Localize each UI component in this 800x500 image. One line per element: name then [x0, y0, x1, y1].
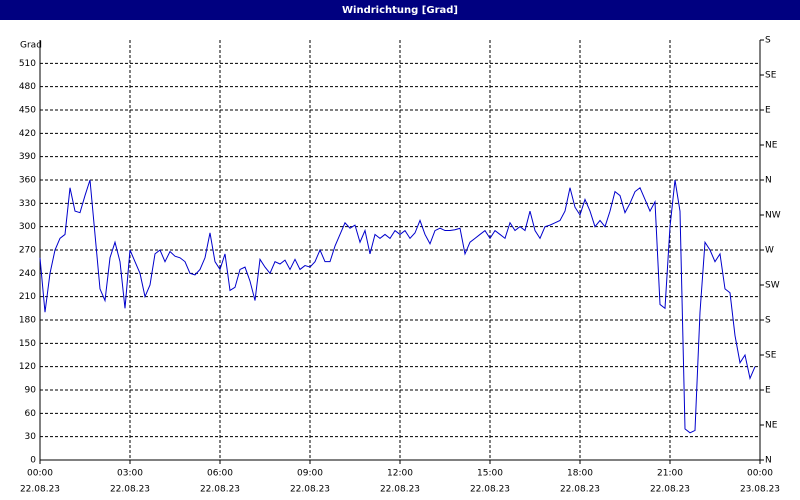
y-tick-label: 0	[30, 456, 36, 466]
y-tick-label: 390	[19, 152, 36, 162]
x-tick-date: 23.08.23	[740, 485, 780, 495]
y2-tick-label: N	[765, 456, 772, 466]
y-tick-label: 450	[19, 106, 36, 116]
x-tick-label: 09:00	[297, 469, 323, 479]
y2-tick-label: NE	[765, 421, 778, 431]
data-line	[39, 179, 756, 434]
y-tick-label: 30	[25, 432, 37, 442]
x-tick-label: 00:00	[747, 469, 773, 479]
y2-tick-label: SW	[765, 281, 780, 291]
y2-tick-label: NW	[765, 211, 781, 221]
y2-tick-label: N	[765, 176, 772, 186]
y2-tick-label: SE	[765, 71, 777, 81]
y2-tick-label: E	[765, 106, 771, 116]
y-tick-label: 270	[19, 246, 36, 256]
y-tick-label: 300	[19, 222, 36, 232]
x-tick-label: 06:00	[207, 469, 233, 479]
x-tick-label: 12:00	[387, 469, 413, 479]
x-tick-date: 22.08.23	[380, 485, 420, 495]
x-tick-date: 22.08.23	[20, 485, 60, 495]
x-tick-label: 18:00	[567, 469, 593, 479]
x-tick-date: 22.08.23	[560, 485, 600, 495]
y2-tick-label: SE	[765, 351, 777, 361]
y-tick-label: 120	[19, 362, 36, 372]
y-tick-label: 480	[19, 82, 36, 92]
y-tick-label: 240	[19, 269, 36, 279]
y-tick-label: 150	[19, 339, 36, 349]
y-tick-label: 330	[19, 199, 36, 209]
y-tick-label: 180	[19, 316, 36, 326]
x-tick-label: 03:00	[117, 469, 143, 479]
y-tick-label: 420	[19, 129, 36, 139]
title-bar	[0, 0, 800, 20]
x-tick-date: 22.08.23	[470, 485, 510, 495]
y2-tick-label: S	[765, 36, 771, 46]
y-tick-label: 90	[25, 386, 37, 396]
y2-tick-label: E	[765, 386, 771, 396]
y-tick-label: 360	[19, 176, 36, 186]
y-tick-label: 210	[19, 292, 36, 302]
x-tick-date: 22.08.23	[650, 485, 690, 495]
y2-tick-label: S	[765, 316, 771, 326]
y2-tick-label: W	[765, 246, 774, 256]
x-tick-label: 21:00	[657, 469, 683, 479]
chart-title: Windrichtung [Grad]	[342, 5, 458, 16]
x-tick-label: 00:00	[27, 469, 53, 479]
x-tick-date: 22.08.23	[290, 485, 330, 495]
x-tick-date: 22.08.23	[200, 485, 240, 495]
y-tick-label: 510	[19, 59, 36, 69]
y-tick-label: 60	[25, 409, 37, 419]
x-tick-label: 15:00	[477, 469, 503, 479]
y2-tick-label: NE	[765, 141, 778, 151]
y-axis-label: Grad	[20, 41, 42, 51]
x-tick-date: 22.08.23	[110, 485, 150, 495]
